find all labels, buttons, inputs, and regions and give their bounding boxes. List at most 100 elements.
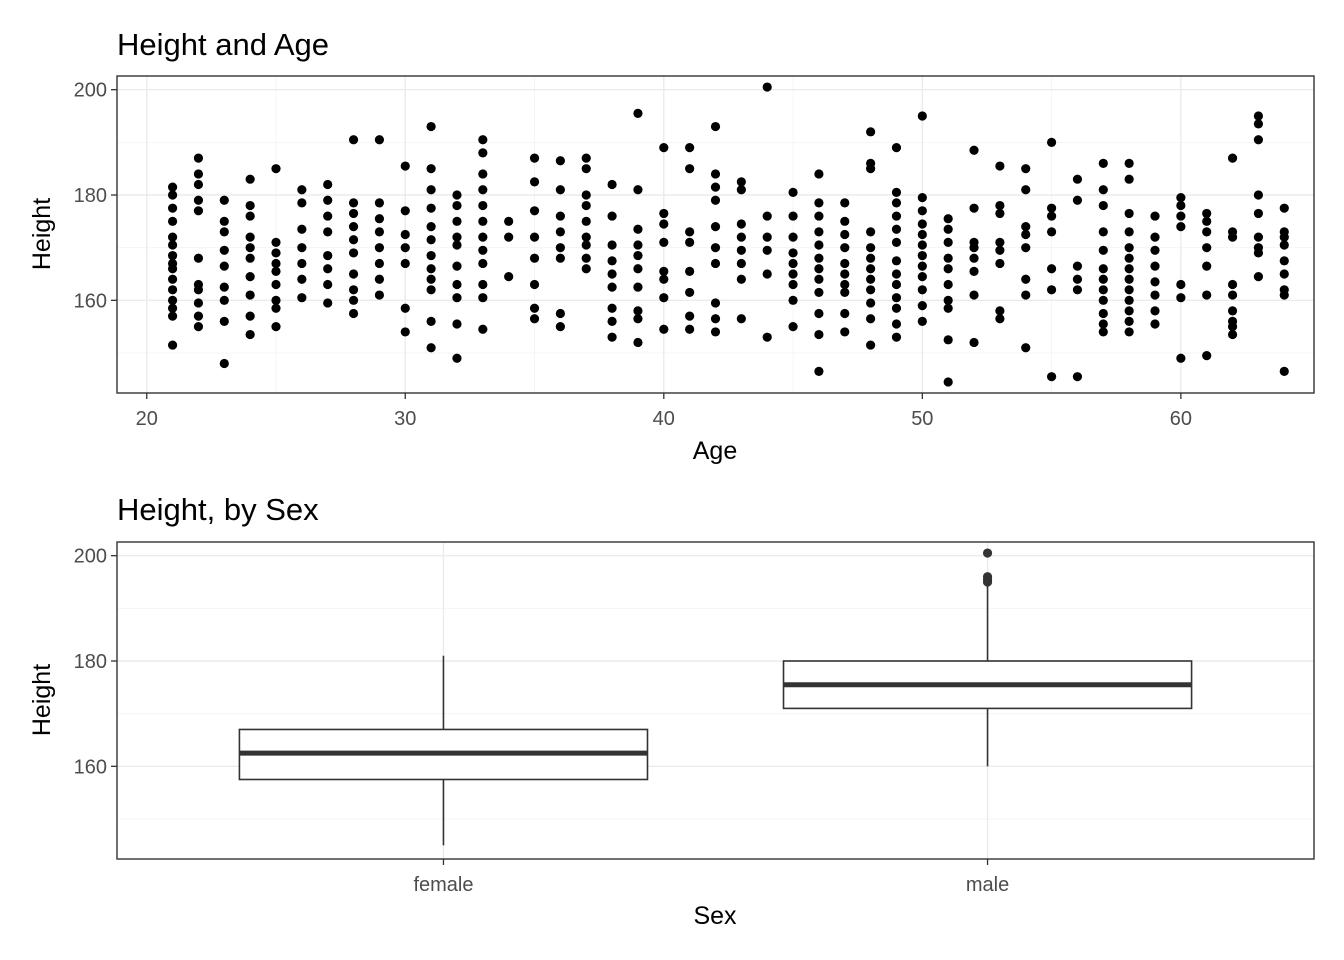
scatter-point (866, 243, 876, 253)
scatter-point (1046, 137, 1057, 147)
scatter-point (1124, 274, 1134, 284)
scatter-point (917, 229, 927, 240)
scatter-point (348, 135, 359, 145)
scatter-point (297, 185, 307, 195)
scatter-point (1176, 279, 1186, 290)
scatter-point (1150, 277, 1160, 287)
scatter-point (788, 279, 798, 290)
scatter-point (1072, 195, 1083, 205)
scatter-point (736, 185, 746, 195)
scatter-point (555, 185, 565, 195)
scatter-point (1124, 295, 1134, 305)
scatter-point (891, 269, 902, 279)
scatter-point (452, 216, 462, 226)
scatter-point (969, 266, 979, 276)
scatter-point (529, 279, 540, 290)
scatter-point (659, 266, 669, 276)
scatter-point (219, 245, 229, 255)
scatter-point (1202, 351, 1212, 361)
scatter-point (245, 272, 255, 282)
scatter-point (607, 316, 617, 326)
scatter-point (788, 322, 798, 332)
scatter-point (710, 182, 721, 192)
scatter-point (943, 295, 953, 305)
scatter-point (814, 329, 824, 340)
scatter-point (581, 200, 591, 211)
scatter-point (633, 250, 643, 261)
scatter-point (426, 235, 436, 245)
scatter-point (478, 169, 488, 179)
scatter-point (1098, 185, 1108, 195)
scatter-point (840, 287, 850, 298)
box-x-tick-label-female: female (413, 874, 473, 896)
scatter-point (1202, 208, 1212, 219)
scatter-point (1098, 308, 1108, 319)
scatter-point (478, 324, 488, 334)
scatter-point (452, 200, 462, 211)
scatter-point (478, 279, 488, 290)
scatter-point (736, 258, 746, 269)
scatter-point (1098, 264, 1108, 274)
scatter-x-tick-label: 20 (136, 408, 158, 430)
scatter-point (193, 311, 204, 321)
scatter-point (1098, 200, 1108, 211)
scatter-point (374, 227, 385, 237)
scatter-point (1202, 261, 1212, 271)
scatter-point (478, 185, 488, 195)
scatter-point (1098, 285, 1108, 295)
scatter-point (297, 224, 307, 234)
scatter-point (1124, 253, 1134, 263)
box-outlier-male (982, 572, 993, 582)
scatter-point (426, 285, 436, 295)
box-panel: Height, by Sex female male 160 180 200 Sex H… (28, 492, 1315, 930)
scatter-point (452, 353, 462, 363)
scatter-point (917, 111, 927, 121)
scatter-point (1124, 158, 1134, 169)
scatter-point (710, 327, 721, 337)
scatter-point (1021, 164, 1031, 174)
scatter-point (245, 253, 255, 263)
scatter-point (426, 316, 436, 326)
scatter-point (891, 224, 902, 234)
box-x-axis-title: Sex (693, 902, 737, 930)
scatter-point (245, 311, 255, 321)
scatter-point (762, 211, 772, 221)
scatter-point (1176, 211, 1186, 221)
scatter-point (995, 237, 1005, 247)
scatter-point (581, 153, 591, 163)
scatter-point (633, 264, 643, 274)
box-y-axis-title: Height (28, 664, 56, 736)
scatter-point (1072, 261, 1083, 271)
scatter-point (1279, 366, 1289, 377)
scatter-title: Height and Age (117, 27, 329, 62)
scatter-point (607, 240, 617, 250)
box-y-tick-label: 200 (74, 546, 107, 568)
scatter-point (866, 298, 876, 308)
scatter-point (167, 182, 178, 192)
scatter-point (271, 248, 281, 258)
scatter-point (271, 295, 281, 305)
scatter-point (504, 272, 514, 282)
scatter-point (1202, 216, 1212, 226)
scatter-point (167, 232, 178, 242)
scatter-point (1253, 272, 1264, 282)
scatter-point (167, 274, 178, 284)
scatter-point (219, 295, 229, 305)
scatter-point (1124, 306, 1134, 316)
scatter-point (297, 293, 307, 303)
scatter-point (995, 306, 1005, 316)
scatter-point (788, 248, 798, 258)
scatter-point (400, 243, 410, 253)
scatter-point (1227, 227, 1238, 237)
scatter-point (943, 303, 953, 313)
scatter-point (374, 274, 385, 284)
scatter-point (710, 258, 721, 269)
scatter-point (323, 279, 333, 290)
scatter-point (891, 143, 902, 153)
scatter-point (607, 303, 617, 313)
scatter-point (736, 177, 746, 187)
scatter-point (943, 335, 953, 345)
scatter-point (840, 327, 850, 337)
scatter-point (452, 240, 462, 250)
